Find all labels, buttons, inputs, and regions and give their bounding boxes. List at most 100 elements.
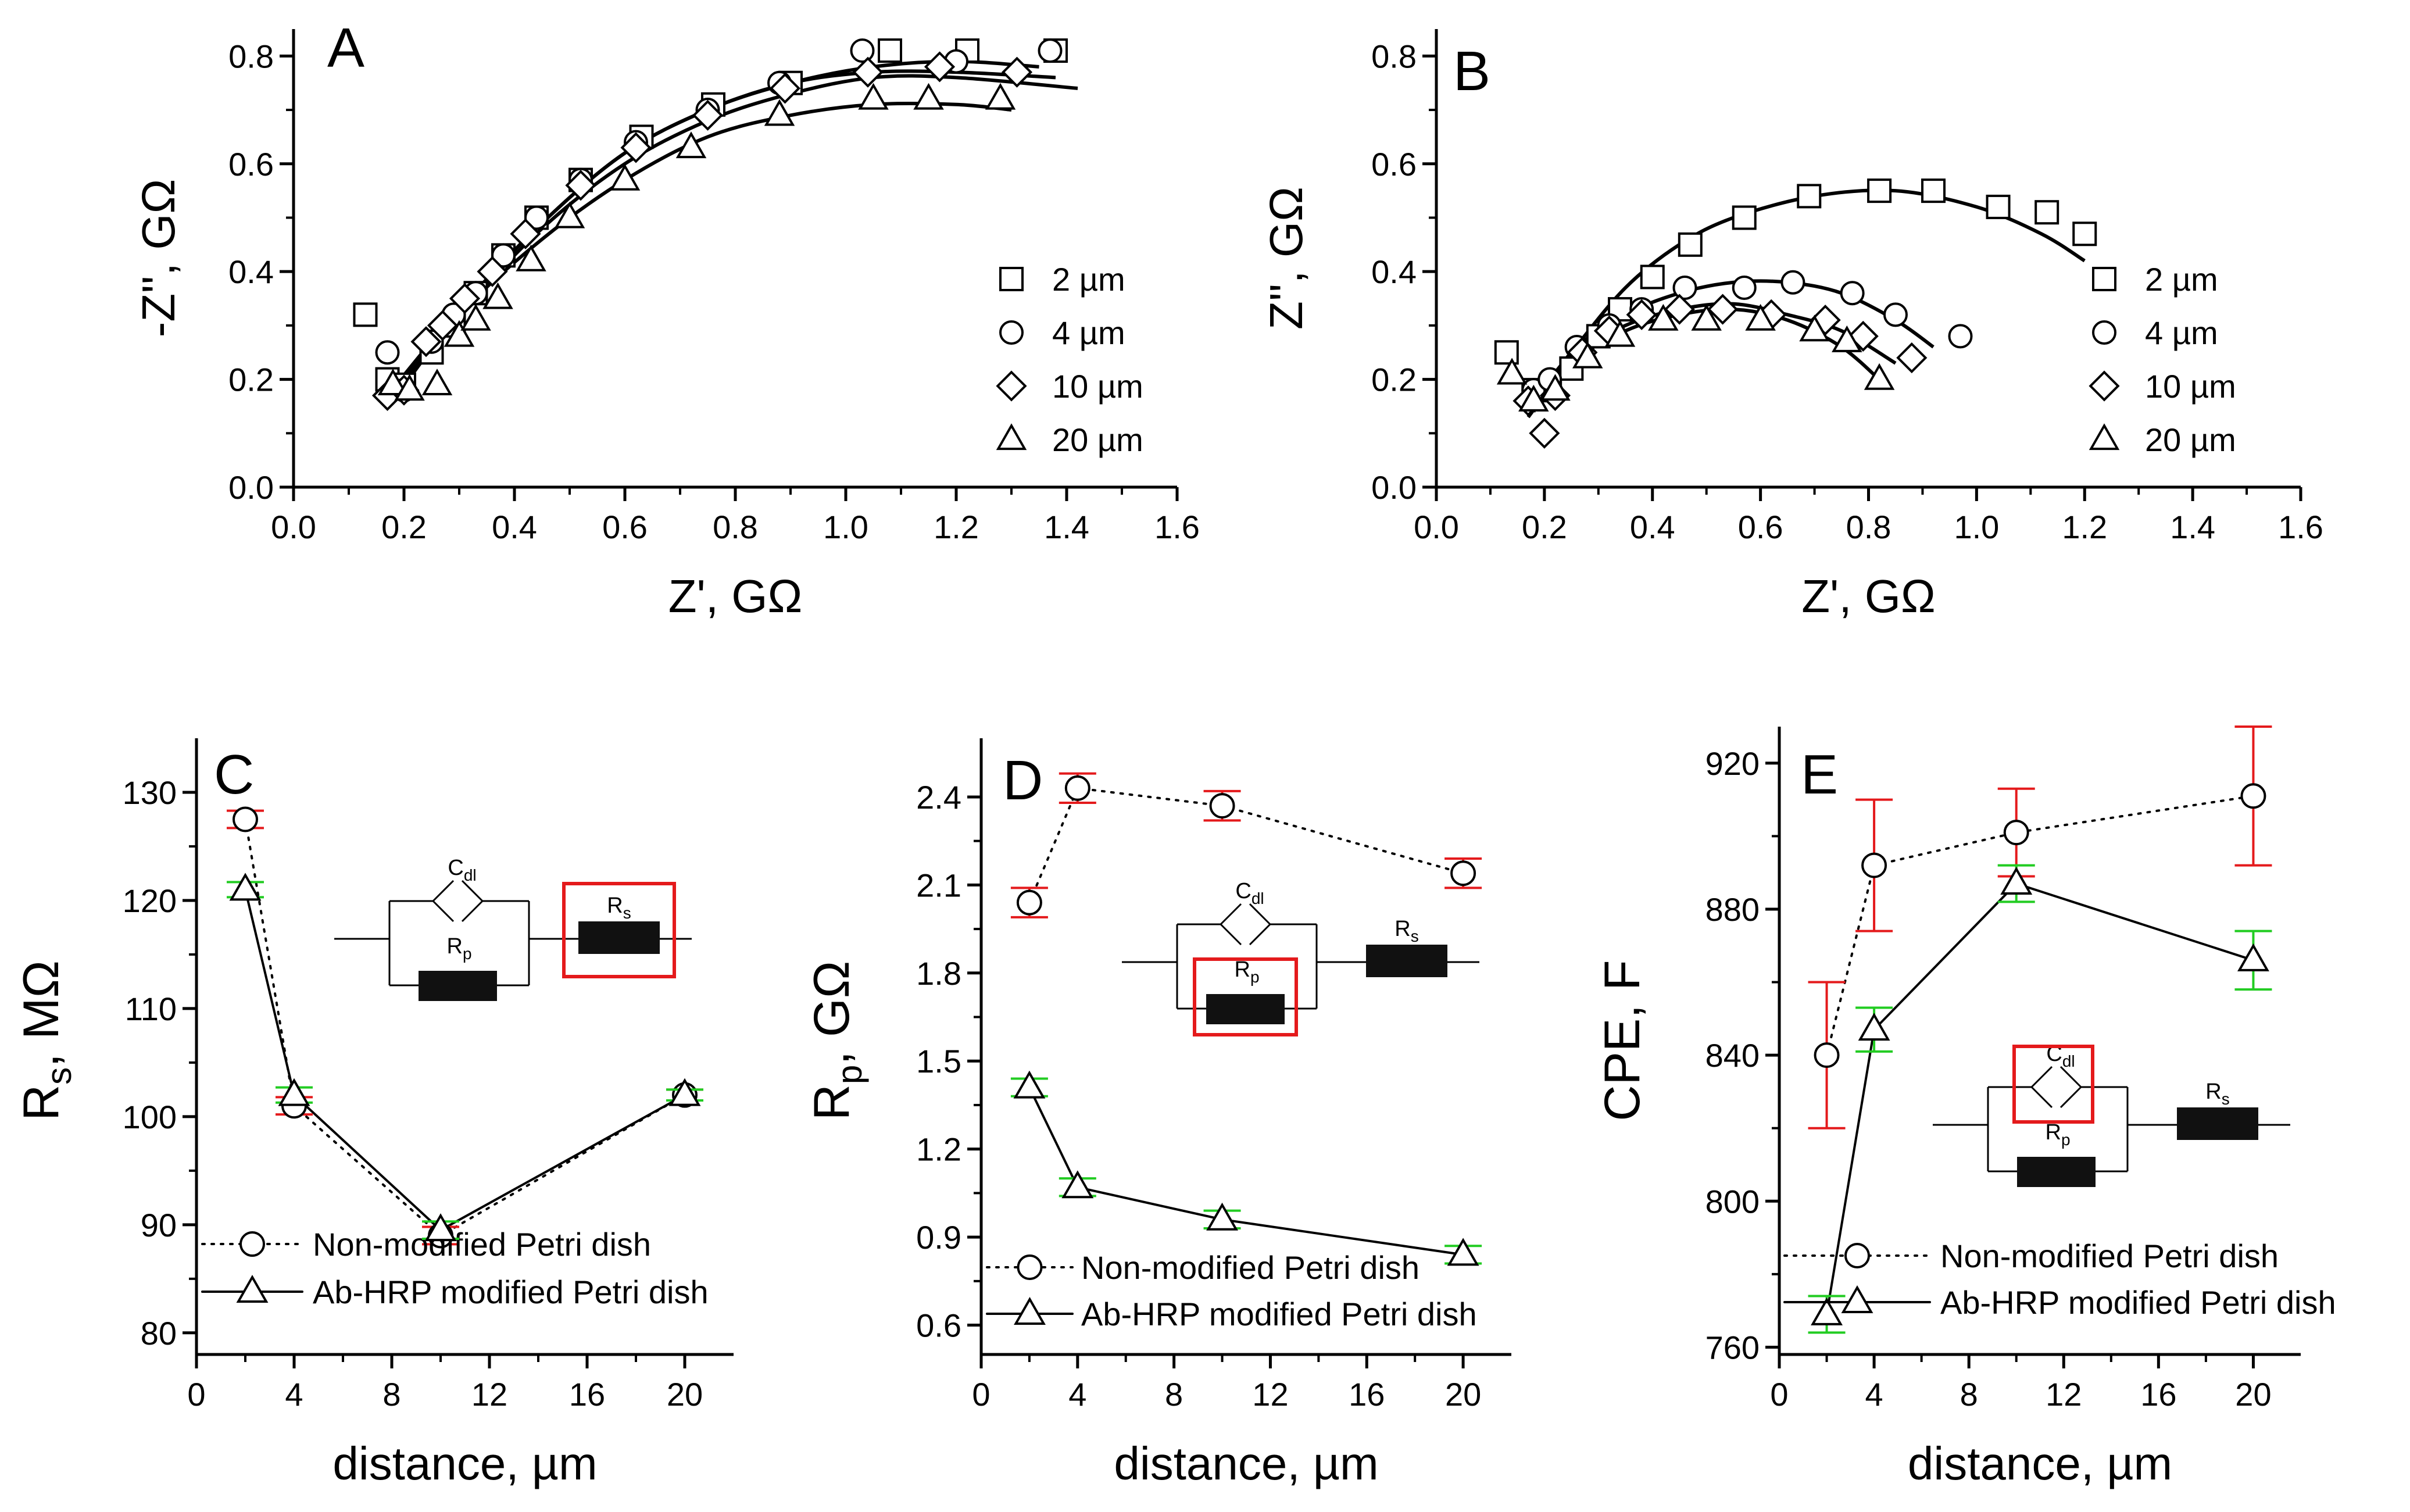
legend-label: Non-modified Petri dish [313,1226,651,1263]
legend-label: Ab-HRP modified Petri dish [1081,1296,1477,1332]
data-point [1447,1238,1479,1266]
data-point [1732,205,1757,230]
data-point [510,218,541,249]
data-point [1209,793,1235,819]
data-point [460,303,491,331]
circuit-label-sub: p [2061,1131,2071,1149]
y-tick-label: 0.0 [1371,469,1417,506]
circuit-label: Rp [2045,1120,2070,1149]
x-tick-label: 0.4 [492,509,537,545]
data-point [1780,270,1805,295]
data-point [565,170,596,201]
y-tick-label: 90 [141,1207,177,1243]
x-tick-label: 4 [1068,1376,1086,1413]
x-tick-label: 1.0 [823,509,868,545]
y-axis-label-sub: s [40,1067,78,1085]
x-tick-label: 1.0 [1954,509,1999,545]
x-tick-label: 0.2 [1522,509,1567,545]
y-tick-label: 100 [123,1099,177,1135]
x-tick-label: 1.6 [2278,509,2323,545]
y-tick-label: 80 [141,1315,177,1352]
highlight-box [562,882,676,978]
y-axis-label: Rp, GΩ [804,961,869,1120]
legend-marker [1014,1296,1046,1325]
legend-label: 20 µm [1052,421,1143,458]
legend-label: Non-modified Petri dish [1081,1249,1419,1286]
data-point [410,326,442,358]
circuit-label: Rs [2205,1080,2229,1108]
legend-label: Non-modified Petri dish [1940,1238,2279,1274]
y-tick-label: 880 [1705,891,1760,928]
panel-letter: A [327,17,364,79]
data-point [764,99,795,126]
data-point [1811,1297,1843,1325]
circuit-label-main: R [607,893,623,918]
y-tick-label: 0.2 [1371,362,1417,398]
x-tick-label: 20 [667,1376,703,1413]
panel-letter: D [1003,749,1043,812]
x-tick-label: 12 [471,1376,507,1413]
circuit-label: Rs [607,893,631,922]
circuit-label-main: R [446,934,462,959]
x-tick-label: 0 [1770,1376,1788,1413]
cpe-plate [2030,1086,2053,1109]
data-point [1064,775,1090,801]
y-axis-label-main: R [804,1084,860,1120]
y-tick-label: 2.1 [916,867,961,903]
data-point [1540,374,1571,401]
data-point [1896,342,1928,374]
data-point [924,51,956,83]
legend-label: 20 µm [2145,421,2236,458]
legend-label: Ab-HRP modified Petri dish [313,1274,709,1310]
y-tick-label: 0.2 [228,362,274,398]
data-point [1678,232,1703,257]
data-point [1832,325,1862,352]
data-point [1921,178,1946,203]
x-tick-label: 0.6 [1738,509,1783,545]
y-axis-label-main: CPE, F [1594,960,1650,1121]
rp-resistor [419,971,497,1001]
y-tick-label: 1.2 [916,1131,961,1168]
data-point [1867,178,1892,203]
circuit-label-main: R [1394,917,1410,941]
x-tick-label: 0.4 [1630,509,1675,545]
y-tick-label: 130 [123,774,177,811]
data-point [1840,281,1865,306]
data-point [1529,417,1560,449]
rs-resistor [2177,1107,2258,1140]
y-axis-label: CPE, F [1594,960,1650,1121]
data-point [1707,294,1739,325]
x-tick-label: 1.2 [934,509,979,545]
x-tick-label: 4 [1865,1376,1883,1413]
data-point [1604,320,1636,347]
x-tick-label: 8 [382,1376,401,1413]
panel-D: 0 4 8 12 16 20 0.6 0.9 1.2 1.5 1.8 2.1 2.4 Ddistance,… [804,738,1511,1489]
x-tick-label: 8 [1165,1376,1183,1413]
x-tick-label: 0.8 [713,509,758,545]
y-tick-label: 1.8 [916,955,961,992]
data-point [377,369,409,396]
legend-label: Ab-HRP modified Petri dish [1940,1284,2336,1321]
y-axis-label: Rs, MΩ [13,960,78,1121]
series-line [1028,787,1465,904]
data-point [444,320,475,347]
x-axis-label: distance, µm [332,1438,597,1489]
x-tick-label: 0 [972,1376,990,1413]
panel-letter: B [1453,40,1490,102]
data-point [278,1078,310,1106]
circuit-label: Rp [446,934,471,963]
y-tick-label: 2.4 [916,779,961,816]
legend-label: 4 µm [2145,314,2218,351]
data-point [229,873,262,901]
data-point [424,1213,457,1242]
x-tick-label: 20 [2235,1376,2271,1413]
data-point [609,163,641,191]
data-point [2072,221,2097,246]
legend-marker [996,370,1027,402]
x-axis-label: distance, µm [1908,1438,2172,1489]
x-tick-label: 1.6 [1154,509,1200,545]
x-tick-label: 20 [1445,1376,1481,1413]
circuit-label-sub: s [2222,1090,2230,1108]
